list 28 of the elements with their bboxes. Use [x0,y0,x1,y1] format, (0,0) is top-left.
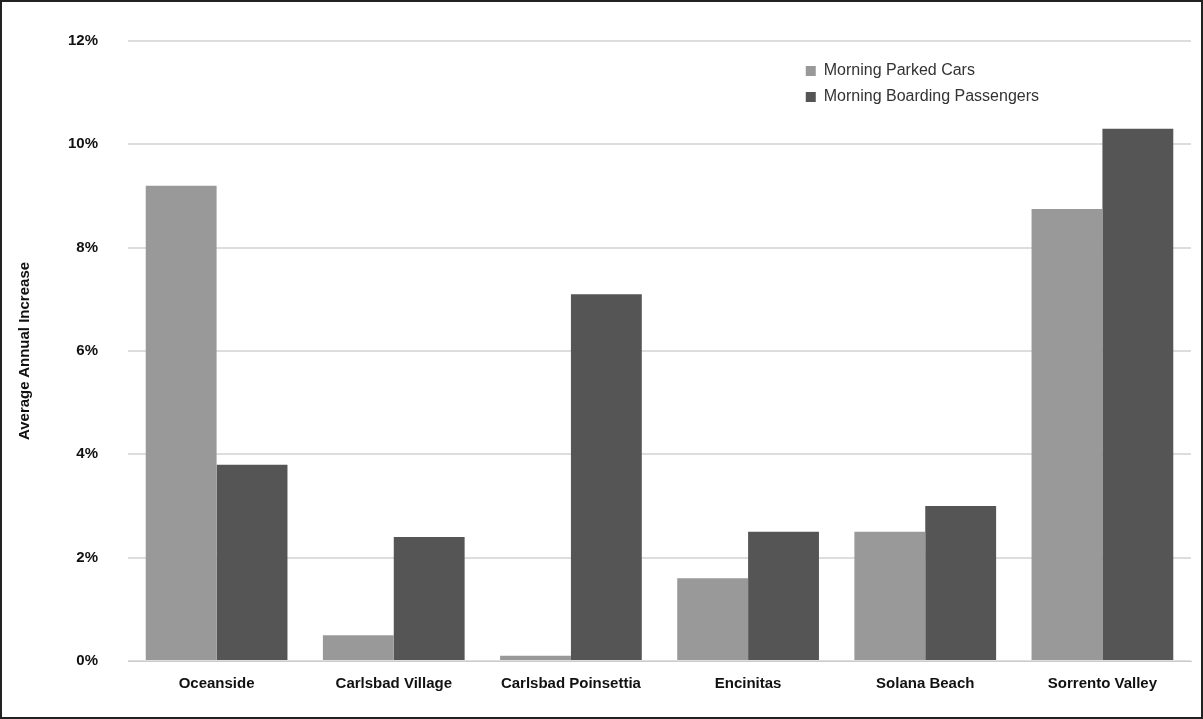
x-tick-label: Encinitas [714,674,782,692]
x-tick-label: Sorrento Valley [1047,674,1158,692]
bar [145,185,217,660]
bar [1102,128,1174,660]
bar [1031,208,1103,660]
bar [925,506,997,660]
bar [748,531,819,660]
y-tick-label: 6% [76,341,99,359]
y-tick-label: 2% [76,547,99,565]
y-tick-label: 10% [67,134,99,152]
y-tick-label: 12% [67,31,99,49]
legend-label: Morning Boarding Passengers [823,87,1039,105]
bar [216,464,288,660]
bar [500,655,571,660]
y-tick-label: 0% [76,651,99,669]
y-tick-label: 8% [76,237,99,255]
bar [854,531,926,660]
x-tick-label: Carlsbad Poinsettia [500,674,642,692]
y-axis-title: Average Annual Increase [15,261,33,441]
bar [322,635,394,660]
bar [677,578,749,660]
x-tick-label: Oceanside [178,674,255,692]
legend-label: Morning Parked Cars [823,61,975,79]
bar [393,537,465,660]
y-tick-label: 4% [76,444,99,462]
bar [570,294,642,660]
x-tick-label: Carlsbad Village [335,674,452,692]
x-tick-label: Solana Beach [876,674,975,692]
